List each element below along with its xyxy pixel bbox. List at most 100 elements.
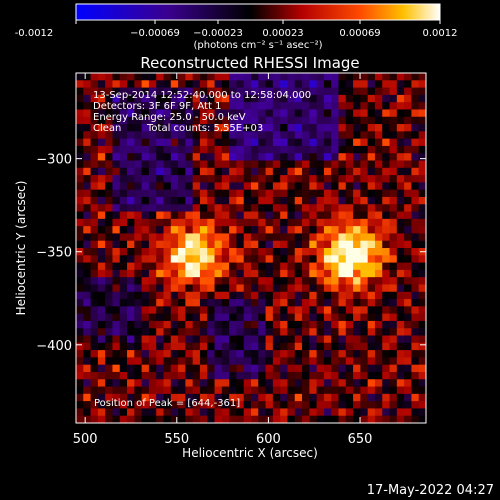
- heatmap-cell: [156, 138, 165, 147]
- heatmap-cell: [90, 342, 99, 351]
- heatmap-cell: [323, 94, 332, 103]
- heatmap-cell: [141, 109, 150, 118]
- heatmap-cell: [90, 94, 99, 103]
- heatmap-cell: [90, 328, 99, 337]
- heatmap-cell: [185, 240, 194, 249]
- heatmap-cell: [112, 313, 121, 322]
- heatmap-cell: [258, 240, 267, 249]
- heatmap-cell: [185, 94, 194, 103]
- heatmap-cell: [389, 160, 398, 169]
- heatmap-cell: [258, 320, 267, 329]
- heatmap-cell: [331, 269, 340, 278]
- heatmap-cell: [156, 124, 165, 132]
- heatmap-cell: [163, 80, 172, 89]
- heatmap-cell: [280, 175, 289, 183]
- heatmap-cell: [221, 306, 230, 315]
- heatmap-cell: [76, 371, 84, 380]
- heatmap-cell: [221, 328, 230, 337]
- heatmap-cell: [389, 109, 398, 118]
- heatmap-cell: [199, 94, 208, 103]
- heatmap-cell: [316, 401, 325, 410]
- heatmap-cell: [199, 328, 208, 337]
- heatmap-cell: [112, 269, 121, 278]
- heatmap-cell: [251, 182, 259, 191]
- heatmap-cell: [404, 415, 413, 423]
- heatmap-cell: [331, 73, 340, 81]
- heatmap-cell: [309, 175, 318, 183]
- heatmap-cell: [309, 306, 318, 315]
- heatmap-cell: [302, 189, 310, 198]
- heatmap-cell: [178, 153, 186, 162]
- heatmap-cell: [170, 277, 179, 286]
- heatmap-cell: [97, 167, 106, 176]
- heatmap-cell: [127, 204, 135, 213]
- heatmap-cell: [287, 335, 296, 344]
- heatmap-cell: [367, 262, 376, 271]
- heatmap-cell: [309, 320, 318, 329]
- heatmap-cell: [353, 408, 361, 417]
- heatmap-cell: [251, 386, 259, 395]
- heatmap-cell: [331, 342, 340, 351]
- heatmap-cell: [199, 255, 208, 264]
- heatmap-cell: [134, 167, 143, 176]
- heatmap-cell: [90, 131, 99, 140]
- heatmap-cell: [265, 277, 274, 286]
- heatmap-cell: [170, 226, 179, 235]
- heatmap-cell: [112, 350, 121, 358]
- heatmap-cell: [323, 233, 332, 242]
- heatmap-cell: [309, 196, 318, 205]
- heatmap-cell: [309, 131, 318, 140]
- heatmap-cell: [207, 306, 216, 315]
- heatmap-cell: [105, 87, 114, 96]
- heatmap-cell: [331, 350, 340, 358]
- heatmap-cell: [178, 138, 186, 147]
- heatmap-cell: [229, 124, 238, 132]
- heatmap-cell: [178, 313, 186, 322]
- heatmap-cell: [374, 277, 383, 286]
- heatmap-cell: [265, 320, 274, 329]
- heatmap-cell: [148, 262, 157, 271]
- heatmap-cell: [156, 94, 165, 103]
- heatmap-cell: [236, 87, 245, 96]
- heatmap-cell: [170, 124, 179, 132]
- heatmap-cell: [374, 102, 383, 111]
- heatmap-cell: [97, 94, 106, 103]
- heatmap-cell: [411, 189, 420, 198]
- heatmap-cell: [287, 167, 296, 176]
- heatmap-cell: [251, 269, 259, 278]
- heatmap-cell: [294, 284, 303, 293]
- heatmap-cell: [338, 320, 347, 329]
- heatmap-cell: [105, 364, 114, 373]
- heatmap-cell: [404, 306, 413, 315]
- heatmap-cell: [360, 94, 369, 103]
- heatmap-cell: [97, 102, 106, 111]
- heatmap-cell: [214, 94, 223, 103]
- heatmap-cell: [265, 189, 274, 198]
- heatmap-cell: [367, 73, 376, 81]
- heatmap-cell: [411, 87, 420, 96]
- heatmap-cell: [207, 269, 216, 278]
- heatmap-cell: [353, 189, 361, 198]
- heatmap-cell: [345, 145, 354, 154]
- heatmap-cell: [418, 357, 426, 366]
- heatmap-cell: [338, 153, 347, 162]
- heatmap-cell: [134, 94, 143, 103]
- heatmap-cell: [280, 131, 289, 140]
- heatmap-cell: [272, 94, 281, 103]
- heatmap-cell: [382, 320, 391, 329]
- heatmap-cell: [170, 196, 179, 205]
- heatmap-cell: [163, 109, 172, 118]
- heatmap-cell: [265, 393, 274, 402]
- heatmap-cell: [280, 335, 289, 344]
- heatmap-cell: [229, 313, 238, 322]
- heatmap-cell: [221, 226, 230, 235]
- heatmap-cell: [418, 328, 426, 337]
- heatmap-cell: [112, 182, 121, 191]
- heatmap-cell: [345, 167, 354, 176]
- heatmap-cell: [360, 269, 369, 278]
- heatmap-cell: [251, 291, 259, 300]
- heatmap-cell: [221, 73, 230, 81]
- heatmap-cell: [316, 124, 325, 132]
- heatmap-cell: [141, 94, 150, 103]
